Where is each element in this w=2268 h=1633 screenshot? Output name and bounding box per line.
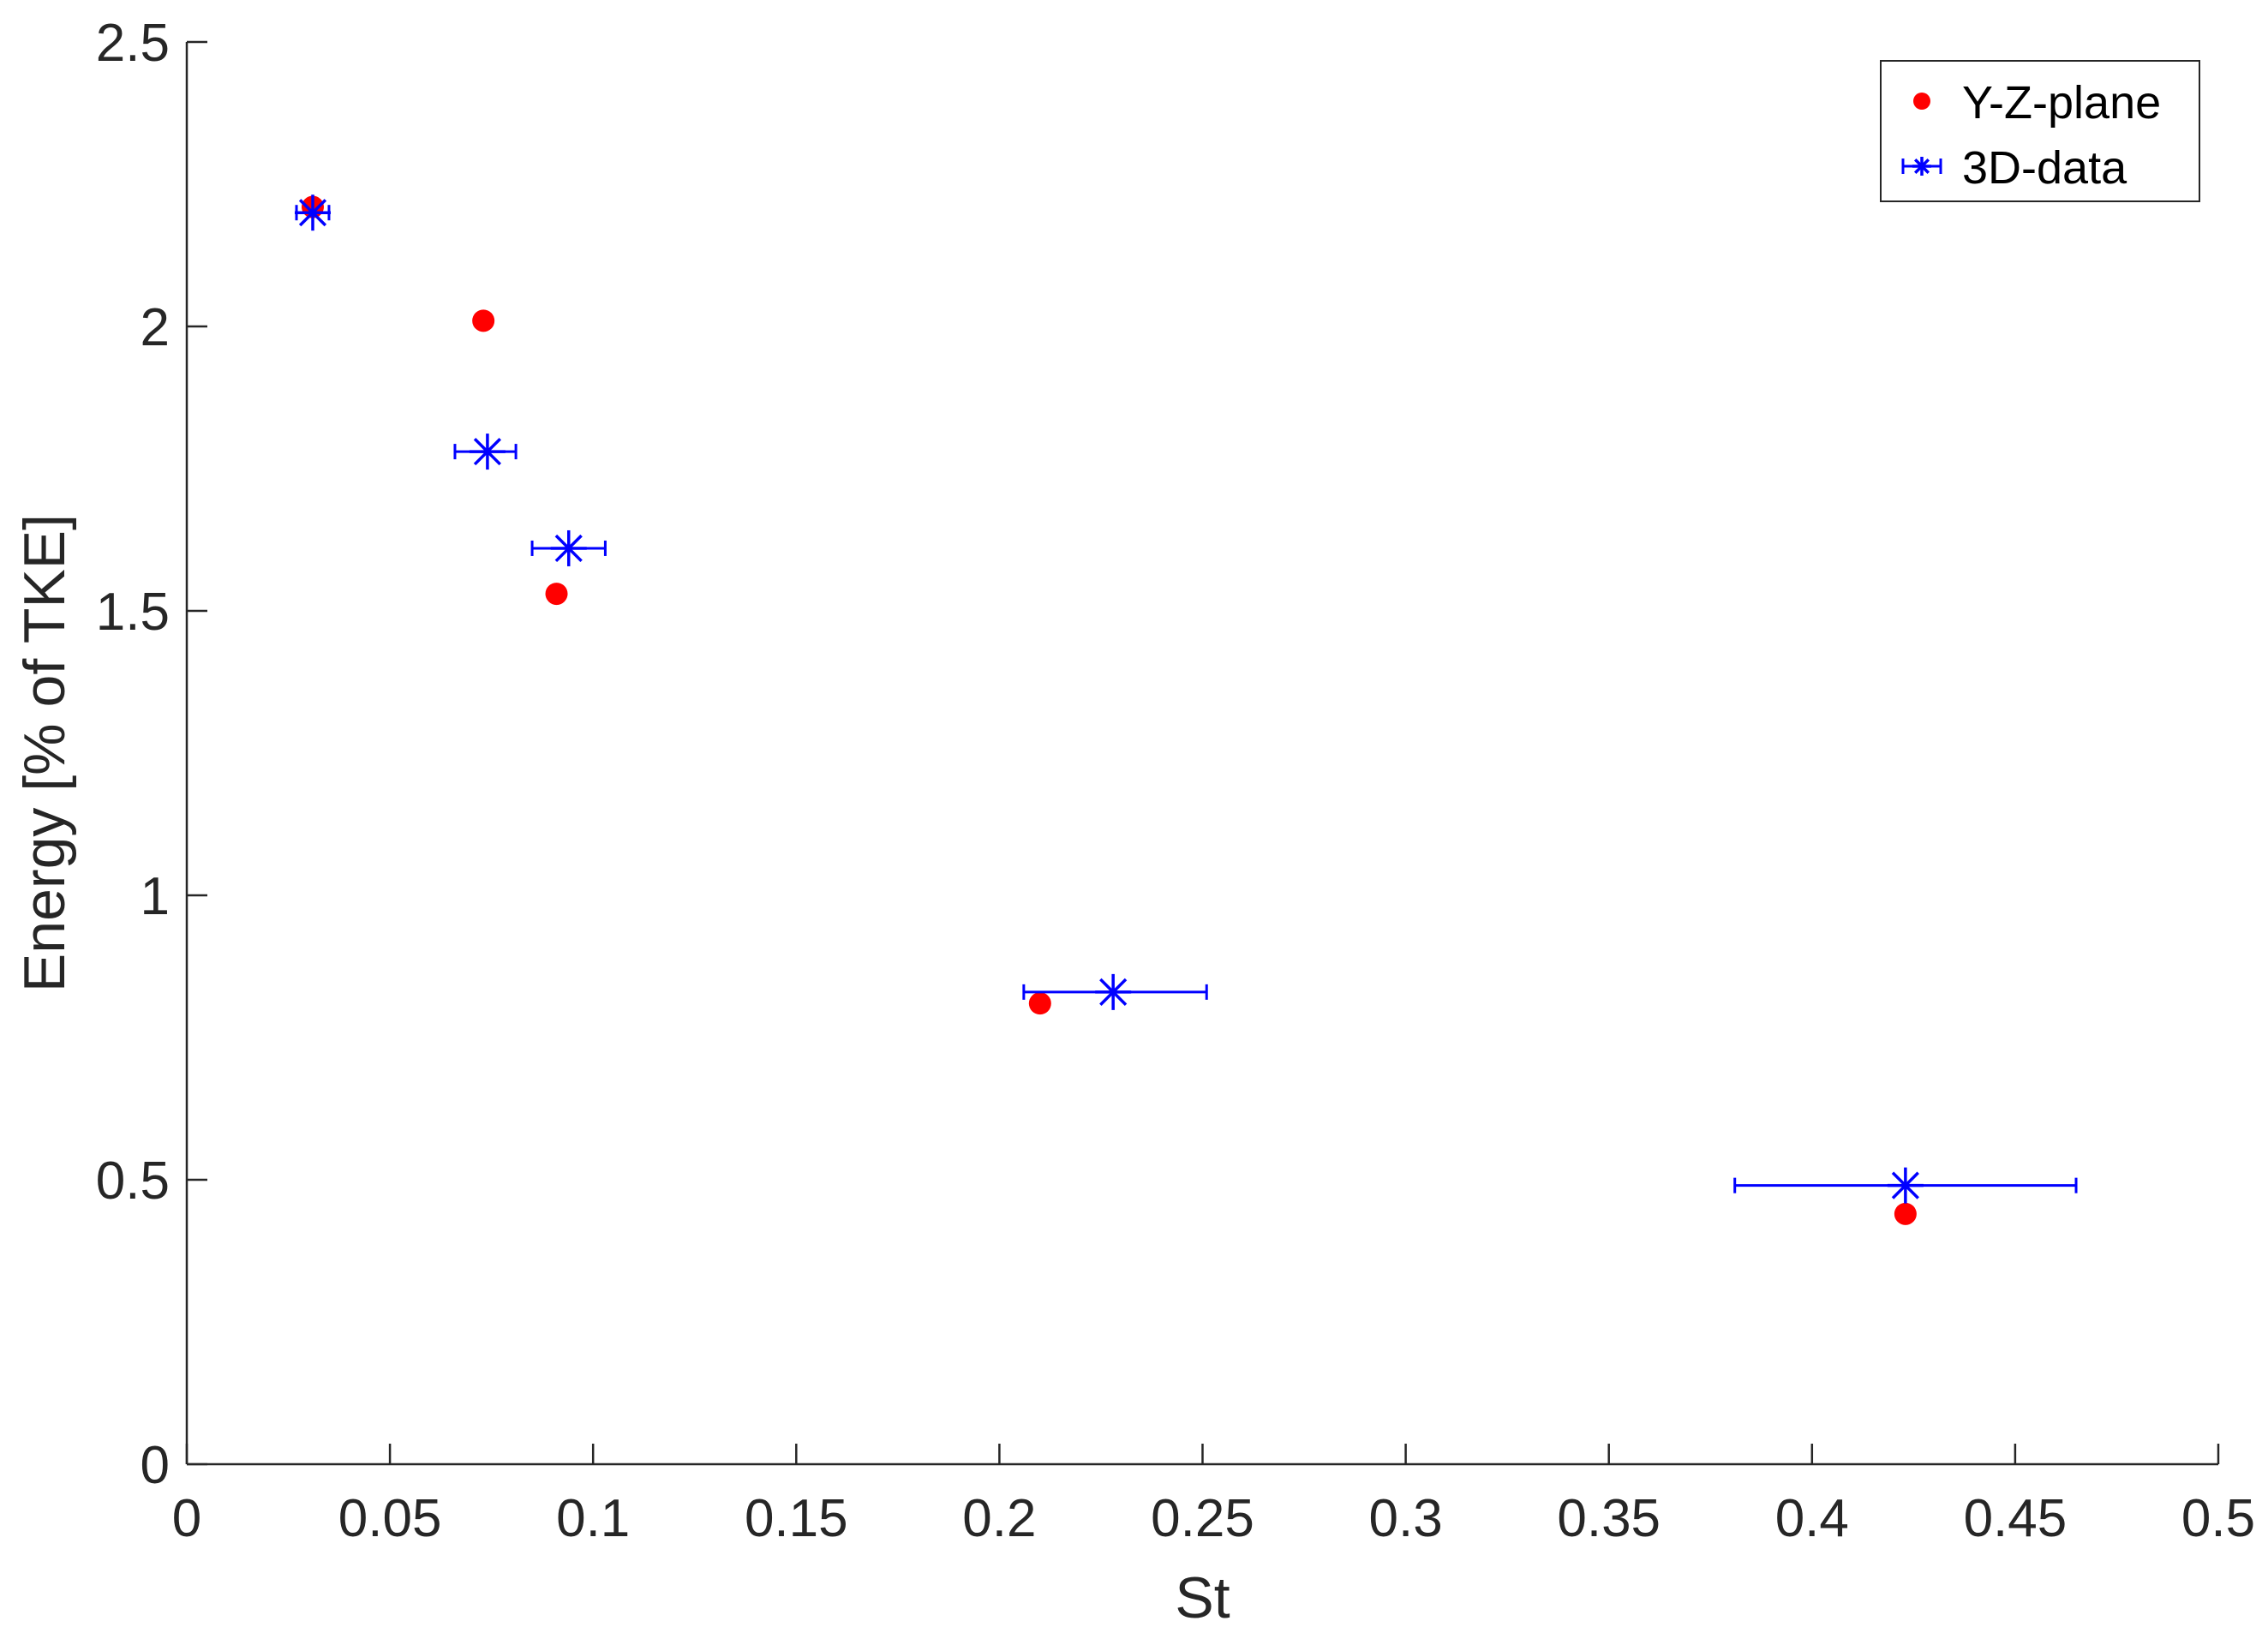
- x-axis-title: St: [1175, 1565, 1230, 1630]
- yz-plane-point: [545, 583, 568, 606]
- yz-plane-point: [472, 309, 495, 332]
- legend-yz-plane-marker: [1913, 93, 1930, 110]
- x-tick-label: 0.5: [2181, 1489, 2255, 1548]
- y-tick-label: 1.5: [96, 583, 170, 642]
- y-tick-label: 2: [141, 298, 170, 357]
- x-tick-label: 0.4: [1775, 1489, 1849, 1548]
- legend-box: [1880, 60, 2200, 202]
- 3d-data-point: [469, 434, 506, 470]
- y-tick-label: 0.5: [96, 1151, 170, 1211]
- y-tick-label: 2.5: [96, 14, 170, 73]
- legend-yz-plane-label: Y-Z-plane: [1962, 77, 2161, 129]
- legend-3d-data-label: 3D-data: [1962, 142, 2127, 194]
- x-tick-label: 0: [172, 1489, 201, 1548]
- chart-marks: [295, 194, 2078, 1225]
- x-tick-label: 0.25: [1151, 1489, 1254, 1548]
- yz-plane-point: [1894, 1202, 1917, 1225]
- x-tick-label: 0.35: [1557, 1489, 1661, 1548]
- 3d-data-point: [1887, 1167, 1924, 1204]
- axes: 0 0.05 0.1 0.15 0.2 0.25 0.3 0.35 0.4 0.45 0.5 0 0.5…: [96, 14, 2255, 1548]
- y-tick-label: 1: [141, 867, 170, 926]
- legend-3d-data-marker: [1912, 157, 1931, 176]
- 3d-data-point: [1095, 973, 1132, 1010]
- yz-plane-point: [1028, 992, 1051, 1015]
- x-tick-label: 0.3: [1368, 1489, 1442, 1548]
- 3d-data-point: [550, 529, 587, 566]
- x-tick-label: 0.15: [745, 1489, 848, 1548]
- 3d-data-point: [295, 194, 332, 231]
- x-tick-label: 0.2: [962, 1489, 1036, 1548]
- legend: Y-Z-plane 3D-data: [1880, 60, 2200, 202]
- x-tick-label: 0.05: [338, 1489, 442, 1548]
- x-tick-label: 0.1: [556, 1489, 630, 1548]
- y-axis-title: Energy [% of TKE]: [12, 514, 77, 992]
- y-tick-label: 0: [141, 1436, 170, 1495]
- x-tick-label: 0.45: [1964, 1489, 2068, 1548]
